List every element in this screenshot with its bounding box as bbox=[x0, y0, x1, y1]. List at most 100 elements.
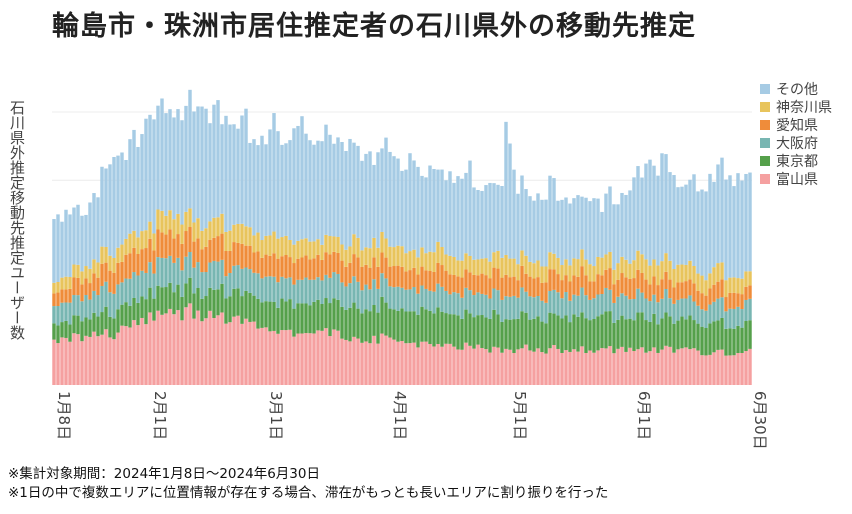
bar-segment bbox=[520, 265, 524, 288]
bar-segment bbox=[296, 333, 300, 385]
bar-segment bbox=[372, 237, 376, 258]
bar-segment bbox=[240, 115, 244, 224]
bar-segment bbox=[272, 330, 276, 385]
bar-segment bbox=[600, 257, 604, 276]
bar-segment bbox=[736, 325, 740, 354]
bar-segment bbox=[144, 248, 148, 273]
bar-segment bbox=[636, 269, 640, 289]
bar-segment bbox=[60, 322, 64, 338]
legend-item[interactable]: 東京都 bbox=[760, 152, 832, 170]
legend-item[interactable]: 神奈川県 bbox=[760, 98, 832, 116]
bar-segment bbox=[592, 352, 596, 385]
x-tick-label: 4月1日 bbox=[391, 391, 409, 440]
bar-segment bbox=[360, 313, 364, 343]
bar-segment bbox=[328, 134, 332, 237]
bar-segment bbox=[364, 341, 368, 385]
bar-segment bbox=[108, 292, 112, 317]
bar-segment bbox=[716, 263, 720, 282]
bar-segment bbox=[252, 295, 256, 322]
bar-segment bbox=[540, 300, 544, 322]
bar-segment bbox=[140, 231, 144, 250]
bar-segment bbox=[216, 289, 220, 316]
bar-segment bbox=[280, 144, 284, 238]
bar-segment bbox=[52, 323, 56, 340]
bar-segment bbox=[672, 269, 676, 288]
bar-segment bbox=[336, 252, 340, 274]
bar-segment bbox=[224, 276, 228, 299]
bar-segment bbox=[100, 285, 104, 313]
bar-segment bbox=[216, 236, 220, 262]
bar-segment bbox=[232, 265, 236, 289]
bar-segment bbox=[596, 316, 600, 351]
bar-segment bbox=[96, 316, 100, 337]
bar-segment bbox=[124, 326, 128, 385]
bar-segment bbox=[600, 314, 604, 349]
bar-segment bbox=[332, 298, 336, 330]
bar-segment bbox=[204, 246, 208, 273]
bar-segment bbox=[476, 275, 480, 293]
bar-segment bbox=[68, 277, 72, 289]
bar-segment bbox=[472, 348, 476, 385]
bar-segment bbox=[112, 157, 116, 258]
bar-segment bbox=[720, 157, 724, 263]
bar-segment bbox=[616, 348, 620, 385]
bar-segment bbox=[364, 284, 368, 310]
bar-segment bbox=[540, 266, 544, 283]
bar-segment bbox=[516, 318, 520, 350]
bar-segment bbox=[192, 111, 196, 223]
bar-segment bbox=[320, 141, 324, 245]
bar-segment bbox=[120, 261, 124, 283]
bar-segment bbox=[344, 266, 348, 287]
bar-segment bbox=[440, 265, 444, 287]
bar-segment bbox=[624, 351, 628, 385]
bar-segment bbox=[380, 333, 384, 385]
bar-segment bbox=[500, 257, 504, 278]
bar-segment bbox=[484, 294, 488, 318]
bar-segment bbox=[164, 313, 168, 385]
bar-segment bbox=[244, 226, 248, 246]
bar-segment bbox=[636, 288, 640, 313]
bar-segment bbox=[140, 134, 144, 232]
bar-segment bbox=[112, 272, 116, 294]
bar-segment bbox=[748, 348, 752, 385]
legend-item[interactable]: 富山県 bbox=[760, 170, 832, 188]
bar-segment bbox=[104, 262, 108, 282]
bar-segment bbox=[384, 137, 388, 239]
bar-segment bbox=[572, 294, 576, 315]
bar-segment bbox=[152, 298, 156, 321]
bar-segment bbox=[612, 322, 616, 354]
legend-item[interactable]: その他 bbox=[760, 80, 832, 98]
bar-segment bbox=[676, 349, 680, 385]
bar-segment bbox=[92, 290, 96, 313]
bar-segment bbox=[512, 258, 516, 277]
bar-segment bbox=[308, 279, 312, 306]
bar-segment bbox=[656, 302, 660, 325]
bar-segment bbox=[228, 322, 232, 385]
bar-segment bbox=[464, 309, 468, 343]
bar-segment bbox=[696, 305, 700, 324]
bar-segment bbox=[556, 257, 560, 275]
bar-segment bbox=[696, 350, 700, 385]
bar-segment bbox=[520, 287, 524, 312]
legend-item[interactable]: 大阪府 bbox=[760, 134, 832, 152]
bar-segment bbox=[384, 238, 388, 258]
bar-segment bbox=[396, 310, 400, 342]
bar-segment bbox=[548, 290, 552, 313]
bar-segment bbox=[316, 239, 320, 255]
bar-segment bbox=[84, 335, 88, 385]
bar-segment bbox=[476, 315, 480, 345]
bar-segment bbox=[732, 328, 736, 356]
bar-segment bbox=[408, 289, 412, 312]
bar-segment bbox=[664, 345, 668, 385]
bar-segment bbox=[348, 262, 352, 284]
x-ticks: 1月8日 2月1日 3月1日 4月1日 5月1日 6月1日 6月30日 bbox=[55, 391, 769, 450]
legend-item[interactable]: 愛知県 bbox=[760, 116, 832, 134]
bar-segment bbox=[232, 124, 236, 225]
bar-segment bbox=[64, 320, 68, 338]
bar-segment bbox=[252, 321, 256, 385]
bar-segment bbox=[504, 348, 508, 385]
bar-segment bbox=[488, 298, 492, 319]
bar-segment bbox=[548, 175, 552, 253]
bar-segment bbox=[536, 193, 540, 261]
bar-segment bbox=[508, 258, 512, 278]
